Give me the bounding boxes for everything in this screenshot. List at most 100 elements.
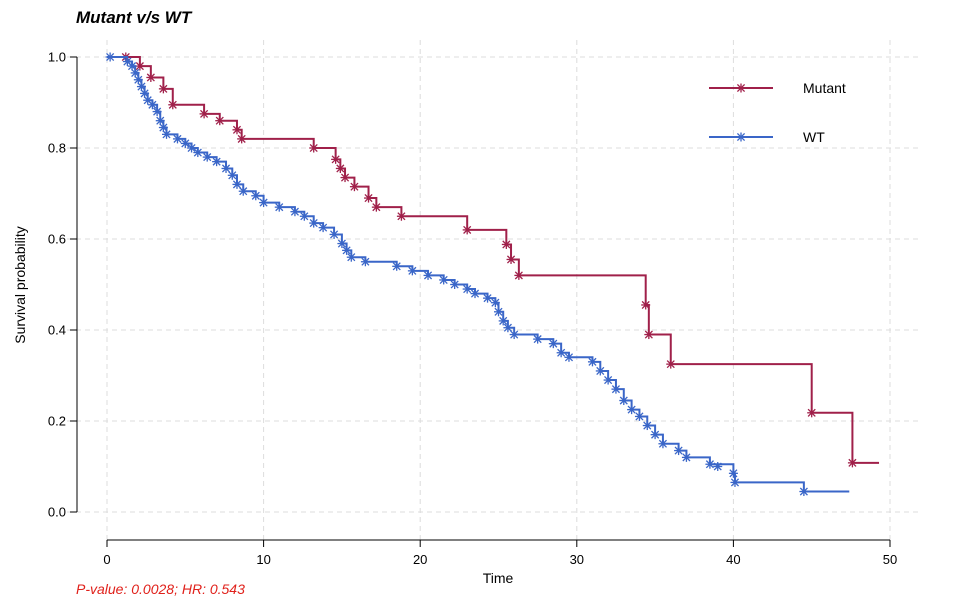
censor-mark-wt [155,116,165,126]
censor-mark-mutant [199,109,209,119]
censor-mark-mutant [146,72,156,82]
censor-mark-wt [136,82,146,92]
censor-mark-mutant [158,84,168,94]
censor-mark-wt [483,293,493,303]
x-axis-label: Time [482,570,514,586]
censor-mark-wt [238,186,248,196]
censor-mark-wt [705,459,715,469]
censor-mark-mutant [666,359,676,369]
censor-mark-wt [290,207,300,217]
censor-mark-mutant [807,408,817,418]
censor-mark-wt [172,134,182,144]
censor-mark-wt [202,152,212,162]
censor-mark-mutant [135,61,145,71]
y-tick-label: 0.6 [48,232,66,247]
censor-mark-wt [309,218,319,228]
censor-mark-wt [503,323,513,333]
censor-mark-wt [342,245,352,255]
censor-mark-mutant [462,225,472,235]
y-tick-label: 1.0 [48,50,66,65]
censor-mark-wt [360,257,370,267]
censor-mark-wt [730,477,740,487]
censor-mark-mutant [644,330,654,340]
censor-mark-wt [187,143,197,153]
censor-mark-mutant [335,163,345,173]
censor-mark-wt [162,129,172,139]
chart-title: Mutant v/s WT [76,8,192,27]
censor-mark-wt [105,52,115,62]
censor-mark-wt [392,261,402,271]
censor-mark-wt [212,157,222,167]
legend-marker-wt [736,132,746,142]
censor-mark-wt [346,252,356,262]
series [105,52,880,497]
censor-mark-wt [232,179,242,189]
censor-mark-wt [595,366,605,376]
censor-mark-mutant [371,202,381,212]
censor-mark-wt [152,107,162,117]
censor-mark-mutant [215,116,225,126]
censor-mark-mutant [506,254,516,264]
x-tick-label: 10 [256,552,270,567]
censor-mark-wt [509,330,519,340]
y-tick-label: 0.0 [48,505,66,520]
censor-mark-mutant [364,193,374,203]
x-tick-label: 0 [103,552,110,567]
censor-mark-mutant [641,300,651,310]
axes: 0.0 0.2 0.4 0.6 0.8 1.0 0 10 20 30 40 50 [48,50,897,568]
censor-mark-wt [533,334,543,344]
censor-mark-wt [658,439,668,449]
censor-mark-wt [470,289,480,299]
censor-mark-wt [548,339,558,349]
censor-mark-mutant [396,211,406,221]
censor-mark-wt [462,284,472,294]
censor-mark-wt [407,266,417,276]
censor-mark-wt [681,452,691,462]
censor-mark-wt [642,421,652,431]
censor-mark-wt [147,100,157,110]
censor-mark-wt [556,348,566,358]
y-tick-label: 0.8 [48,141,66,156]
censor-mark-wt [619,396,629,406]
censor-mark-wt [299,211,309,221]
censor-mark-wt [221,163,231,173]
censor-mark-mutant [309,143,319,153]
censor-mark-wt [587,357,597,367]
censor-mark-wt [450,280,460,289]
x-tick-label: 50 [883,552,897,567]
legend-marker-mutant [736,83,746,93]
censor-mark-wt [713,462,723,471]
censor-mark-wt [318,223,328,233]
censor-mark-mutant [168,100,178,110]
grid [67,40,920,540]
censor-mark-wt [498,316,508,326]
censor-mark-mutant [349,182,359,192]
censor-mark-wt [329,229,339,239]
censor-mark-wt [627,405,637,415]
censor-mark-wt [634,411,644,421]
y-tick-label: 0.4 [48,323,66,338]
censor-mark-wt [674,446,684,456]
censor-mark-mutant [331,154,341,164]
censor-mark-wt [494,307,503,317]
censor-mark-wt [650,430,660,440]
censor-mark-wt [127,61,137,71]
p-value-annotation: P-value: 0.0028; HR: 0.543 [76,581,245,597]
censor-mark-wt [337,239,347,249]
censor-mark-mutant [340,173,350,183]
censor-mark-wt [611,384,621,394]
censor-mark-wt [799,487,809,497]
x-tick-label: 30 [570,552,584,567]
censor-mark-wt [490,298,500,308]
censor-mark-mutant [514,270,524,280]
x-tick-label: 40 [726,552,740,567]
censor-mark-wt [251,191,261,201]
censor-mark-mutant [501,239,511,249]
censor-mark-wt [274,202,284,212]
censor-mark-wt [423,270,433,280]
legend-label-wt: WT [803,129,825,145]
censor-mark-wt [439,275,449,285]
censor-mark-wt [193,148,203,158]
censor-mark-mutant [232,125,242,135]
